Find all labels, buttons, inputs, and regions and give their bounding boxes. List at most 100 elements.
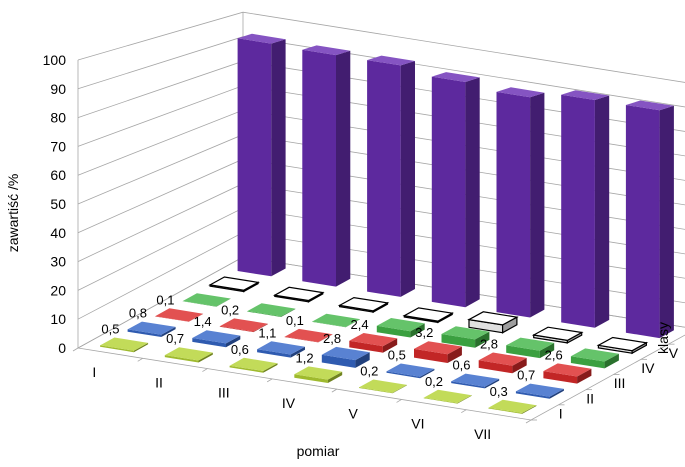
bar (229, 357, 278, 373)
bar (596, 336, 649, 355)
data-label: 0,6 (452, 358, 470, 373)
bar (496, 87, 545, 318)
bar (272, 286, 325, 303)
data-label: 2,6 (545, 347, 563, 362)
x-category-label: VI (411, 416, 424, 432)
data-label: 0,1 (286, 313, 304, 328)
bar (337, 296, 390, 314)
bar (367, 55, 415, 297)
bar (451, 373, 500, 389)
x-category-label: VII (474, 426, 491, 442)
y-tick-label: 30 (50, 254, 66, 270)
x-tick (266, 378, 273, 383)
y-tick-label: 0 (58, 340, 66, 356)
bar (294, 366, 343, 383)
data-label: 1,1 (258, 325, 276, 340)
bar (506, 337, 555, 359)
y-tick-label: 90 (50, 81, 66, 97)
bar (570, 348, 619, 369)
bar (431, 72, 480, 308)
data-label: 3,2 (415, 325, 433, 340)
bar (543, 363, 592, 384)
x-tick (137, 357, 143, 362)
bar (386, 363, 435, 379)
depth-category-label: II (586, 390, 594, 406)
x-tick (525, 419, 532, 424)
y-tick-label: 80 (50, 110, 66, 126)
bars (100, 33, 674, 414)
data-label: 0,2 (425, 374, 443, 389)
x-category-label: V (349, 405, 359, 421)
bar (321, 346, 370, 368)
data-label: 0,3 (490, 384, 508, 399)
data-label: 2,8 (323, 331, 341, 346)
bar (164, 347, 213, 363)
bar (100, 337, 149, 353)
x-tick (202, 368, 208, 372)
bar (478, 352, 527, 374)
y-tick-label: 10 (50, 311, 66, 327)
data-label: 0,2 (360, 364, 378, 379)
bar (349, 333, 398, 353)
depth-category-label: III (614, 375, 626, 391)
bar (192, 330, 241, 348)
bar (247, 303, 296, 317)
data-label: 1,2 (296, 350, 314, 365)
data-label: 0,5 (101, 322, 119, 337)
y-tick-label: 50 (50, 196, 66, 212)
data-label: 0,7 (517, 368, 535, 383)
data-label: 0,5 (388, 348, 406, 363)
bar (488, 399, 537, 414)
x-category-label: IV (282, 395, 296, 411)
x-tick (331, 388, 338, 393)
y-tick-label: 100 (43, 52, 67, 68)
x-category-label: II (155, 374, 163, 390)
bar (219, 318, 268, 333)
y-tick-label: 40 (50, 225, 66, 241)
data-label: 1,4 (194, 314, 212, 329)
floor (76, 256, 685, 421)
data-label: 0,7 (166, 331, 184, 346)
bar (414, 341, 462, 363)
data-label: 0,1 (156, 292, 174, 307)
x-tick (461, 409, 467, 414)
x-tick (72, 347, 79, 352)
bar (127, 321, 176, 337)
bar (376, 318, 425, 338)
bar (423, 389, 472, 404)
bar (284, 328, 333, 343)
y-axis-title: zawartiść /% (5, 174, 21, 253)
x-axis-title: pomiar (297, 443, 340, 459)
data-labels: 0,1 0,2 0,1 2,4 3,2 2,8 2,6 0,8 1,4 1,1 2,8 0,5 0,6 0… (101, 292, 562, 398)
bar (155, 308, 204, 322)
data-label: 0,6 (231, 342, 249, 357)
data-label: 0,2 (221, 302, 239, 317)
depth-category-label: IV (641, 360, 655, 376)
bar (561, 90, 610, 328)
depth-category-label: I (559, 405, 563, 421)
x-category-label: III (218, 385, 230, 401)
bar (515, 383, 564, 399)
data-label: 2,8 (480, 337, 498, 352)
y-tick-label: 20 (50, 282, 66, 298)
bar (237, 33, 286, 277)
data-label: 2,4 (351, 317, 369, 332)
data-label: 0,8 (129, 306, 147, 321)
bar (467, 311, 519, 334)
bar (441, 326, 490, 348)
x-category-label: I (92, 364, 96, 380)
bar (359, 379, 407, 394)
bar (302, 45, 351, 287)
bar (257, 341, 305, 358)
depth-category-label: V (669, 345, 679, 361)
bar (182, 293, 231, 307)
bar (402, 307, 455, 324)
bar (531, 326, 584, 344)
bar (312, 313, 360, 328)
x-tick (396, 399, 402, 403)
y-tick-label: 70 (50, 138, 66, 154)
y-tick-label: 60 (50, 167, 66, 183)
